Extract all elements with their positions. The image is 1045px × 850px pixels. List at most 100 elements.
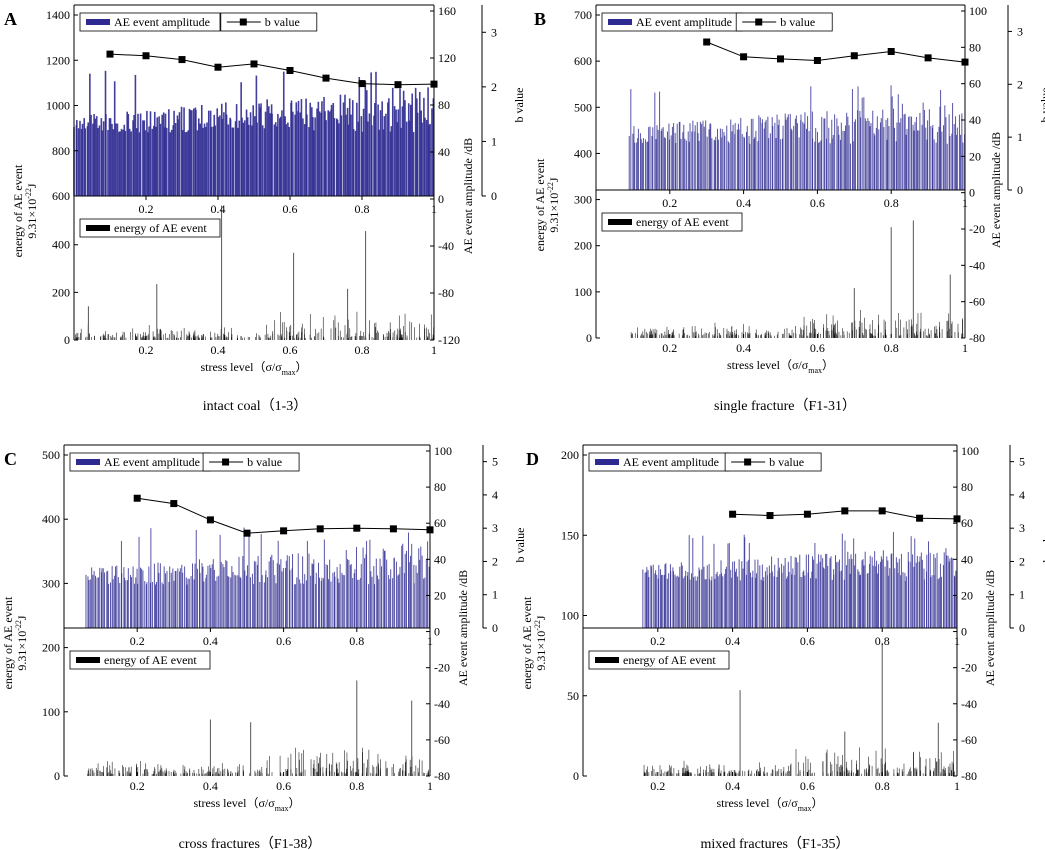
- amplitude-tick-label: 20: [969, 149, 981, 163]
- legend-energy-label: energy of AE event: [114, 221, 207, 235]
- legend-b-marker: [755, 18, 763, 26]
- legend-amplitude-label: AE event amplitude: [104, 455, 200, 469]
- amplitude-tick-label: -20: [969, 222, 985, 236]
- energy-axis-title-unit: J: [25, 183, 39, 188]
- amplitude-tick-label: -40: [969, 258, 985, 272]
- x-tick-label-upper: 0.4: [725, 634, 740, 648]
- energy-tick-label: 500: [42, 448, 60, 462]
- b-tick-label: 0: [492, 621, 498, 635]
- panel-caption: mixed fractures（F1-35）: [701, 836, 850, 850]
- panel-caption: intact coal（1-3）: [203, 398, 308, 414]
- x-axis-title-end: ）: [296, 360, 308, 374]
- legend-amplitude-label: AE event amplitude: [114, 15, 210, 29]
- amplitude-tick-label: 40: [961, 552, 973, 566]
- energy-axis-title: energy of AE event9.31×10-22J: [533, 158, 561, 251]
- b-tick-label: 1: [1019, 588, 1025, 602]
- b-value-marker: [316, 525, 324, 533]
- amplitude-tick-label: -80: [961, 769, 977, 783]
- b-value-marker: [841, 507, 849, 515]
- b-tick-label: 2: [491, 80, 497, 94]
- panel-letter: D: [526, 449, 539, 469]
- legend-amplitude-swatch: [608, 19, 632, 25]
- b-value-marker: [106, 50, 114, 58]
- b-value-series: [106, 50, 438, 89]
- amplitude-tick-label: -60: [434, 733, 450, 747]
- b-value-marker: [813, 57, 821, 64]
- b-tick-label: 4: [1019, 488, 1025, 502]
- x-axis-title: stress level（σ/σmax）: [193, 796, 300, 813]
- legend-amplitude-box: [79, 12, 221, 32]
- amplitude-tick-label: 100: [969, 4, 987, 18]
- legend: AE event amplitude b value energy of AE ev…: [588, 452, 822, 670]
- energy-axis-title-line2: 9.31×10: [15, 631, 29, 671]
- b-tick-label: 0: [1019, 621, 1025, 635]
- b-value-marker: [170, 500, 178, 508]
- x-tick-label-lower: 0.4: [211, 343, 226, 357]
- energy-bars: [630, 220, 964, 338]
- x-tick-label-upper: 0.6: [800, 634, 815, 648]
- energy-tick-label: 1000: [46, 99, 70, 113]
- amplitude-tick-label: -60: [969, 295, 985, 309]
- x-tick-label-upper: 1: [962, 196, 968, 210]
- energy-tick-label: 700: [574, 8, 592, 22]
- b-value-marker: [887, 48, 895, 56]
- b-value-marker: [916, 514, 924, 522]
- b-value-series: [133, 494, 434, 537]
- b-tick-label: 2: [1017, 77, 1023, 91]
- energy-bars: [87, 680, 431, 776]
- panel-caption: single fracture（F1-31）: [714, 398, 856, 414]
- b-value-marker: [178, 56, 186, 64]
- energy-tick-label: 400: [52, 238, 70, 252]
- b-tick-label: 5: [1019, 455, 1025, 469]
- energy-axis-title-line2: 9.31×10: [547, 193, 561, 233]
- x-tick-label-lower: 1: [427, 779, 433, 793]
- b-value-marker: [703, 38, 711, 46]
- b-value-marker: [766, 512, 774, 520]
- x-axis-title-main: stress level（σ/σ: [716, 796, 798, 810]
- b-value-marker: [924, 54, 932, 62]
- amplitude-tick-label: 160: [438, 4, 456, 18]
- panel-letter: C: [4, 449, 17, 469]
- legend-b-label: b value: [769, 455, 804, 469]
- panel-caption: cross fractures（F1-38）: [179, 836, 322, 850]
- energy-axis-title-unit: J: [534, 615, 548, 620]
- axes: [73, 4, 486, 341]
- energy-tick-label: 300: [574, 193, 592, 207]
- b-tick-label: 5: [492, 455, 498, 469]
- amplitude-tick-label: 80: [961, 480, 973, 494]
- energy-axis-title: energy of AE event9.31×10-22J: [520, 596, 548, 689]
- b-value-marker: [777, 55, 784, 63]
- amplitude-tick-label: -80: [434, 769, 450, 783]
- x-tick-label-lower: 0.2: [650, 779, 665, 793]
- legend-amplitude-label: AE event amplitude: [623, 455, 719, 469]
- energy-tick-label: 50: [567, 689, 579, 703]
- b-axis-title: b value: [512, 88, 526, 123]
- b-tick-label: 3: [1017, 24, 1023, 38]
- legend-b-label: b value: [247, 455, 282, 469]
- amplitude-axis-title: AE event amplitude /dB: [983, 570, 997, 686]
- energy-axis-title-line1: energy of AE event: [520, 596, 534, 689]
- x-tick-label-upper: 0.2: [139, 202, 154, 216]
- b-tick-label: 1: [1017, 130, 1023, 144]
- b-tick-label: 1: [492, 588, 498, 602]
- b-tick-label: 0: [1017, 183, 1023, 197]
- energy-tick-label: 200: [42, 641, 60, 655]
- legend: AE event amplitude b value energy of AE ev…: [79, 12, 318, 238]
- x-tick-label-upper: 0.2: [650, 634, 665, 648]
- b-value-marker: [250, 60, 258, 68]
- legend-amplitude-label: AE event amplitude: [636, 15, 732, 29]
- amplitude-tick-label: 0: [961, 625, 967, 639]
- amplitude-bars: [628, 85, 966, 190]
- panel-c: C0.20.20.40.40.60.60.80.8115004003002001…: [1, 444, 527, 850]
- energy-axis-title-exp: -22: [533, 620, 542, 631]
- x-tick-label-lower: 0.6: [283, 343, 298, 357]
- b-tick-label: 1: [491, 134, 497, 148]
- x-tick-label-upper: 1: [431, 202, 437, 216]
- legend-energy-swatch: [86, 225, 110, 231]
- x-axis-title-main: stress level（σ/σ: [200, 360, 282, 374]
- energy-tick-label: 500: [574, 100, 592, 114]
- x-tick-label-upper: 0.8: [884, 196, 899, 210]
- b-value-marker: [142, 52, 150, 60]
- energy-axis-title-line1: energy of AE event: [533, 158, 547, 251]
- energy-tick-label: 100: [42, 705, 60, 719]
